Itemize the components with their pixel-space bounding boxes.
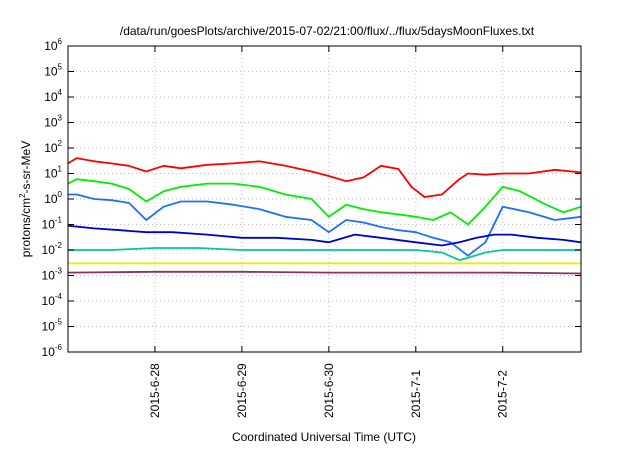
y-tick-label: 104 <box>44 88 62 104</box>
y-tick-base: 10 <box>44 90 58 104</box>
y-axis-title-sup: 2 <box>18 193 27 198</box>
x-tick-label: 2015-6-28 <box>148 363 162 418</box>
y-tick-exponent: -6 <box>55 343 63 352</box>
x-tick-label: 2015-7-1 <box>409 370 423 418</box>
y-tick-exponent: 3 <box>58 114 63 123</box>
y-tick-label: 100 <box>44 190 62 206</box>
y-tick-label: 102 <box>44 139 62 155</box>
y-tick-base: 10 <box>44 141 58 155</box>
y-tick-exponent: -2 <box>55 241 63 250</box>
series-line-5 <box>68 247 581 262</box>
y-tick-label: 106 <box>44 37 62 53</box>
series-line-3 <box>68 193 582 257</box>
y-tick-exponent: -3 <box>55 267 63 276</box>
y-tick-exponent: 0 <box>58 190 63 199</box>
y-tick-exponent: 1 <box>58 165 63 174</box>
y-axis-title-post: -s-sr-MeV <box>19 141 33 194</box>
y-tick-exponent: 5 <box>58 63 63 72</box>
x-tick-label: 2015-7-2 <box>496 370 510 418</box>
y-tick-base: 10 <box>42 320 56 334</box>
chart-title: /data/run/goesPlots/archive/2015-07-02/2… <box>120 24 535 38</box>
y-tick-base: 10 <box>44 116 58 130</box>
x-axis-title: Coordinated Universal Time (UTC) <box>232 430 416 444</box>
grid-lines <box>68 46 581 352</box>
series-line-7 <box>67 270 582 275</box>
x-tick-label: 2015-6-30 <box>322 363 336 418</box>
y-tick-exponent: 2 <box>58 139 63 148</box>
y-tick-label: 10-4 <box>42 292 63 308</box>
y-tick-base: 10 <box>44 65 58 79</box>
y-tick-exponent: 4 <box>58 88 63 97</box>
y-tick-labels: 10-610-510-410-310-210-11001011021031041… <box>42 37 63 359</box>
y-tick-base: 10 <box>42 243 56 257</box>
y-tick-label: 10-2 <box>42 241 63 257</box>
x-tick-label: 2015-6-29 <box>235 363 249 418</box>
y-tick-base: 10 <box>44 167 58 181</box>
y-tick-exponent: -5 <box>55 318 63 327</box>
y-tick-label: 101 <box>44 165 62 181</box>
y-tick-base: 10 <box>42 218 56 232</box>
y-tick-base: 10 <box>44 192 58 206</box>
y-tick-base: 10 <box>42 345 56 359</box>
y-tick-exponent: -4 <box>55 292 63 301</box>
series-line-2 <box>67 178 582 226</box>
y-tick-base: 10 <box>44 39 58 53</box>
y-tick-label: 105 <box>44 63 62 79</box>
series-line-1 <box>67 157 582 198</box>
y-tick-label: 10-1 <box>42 216 63 232</box>
series-line-4 <box>67 224 582 247</box>
y-tick-label: 103 <box>44 114 62 130</box>
y-tick-base: 10 <box>42 294 56 308</box>
y-tick-label: 10-3 <box>42 267 63 283</box>
x-tick-labels: 2015-6-28 2015-6-29 2015-6-30 2015-7-1 2015-… <box>148 363 510 418</box>
y-axis-title-pre: protons/cm <box>19 198 33 257</box>
y-tick-base: 10 <box>42 269 56 283</box>
y-tick-exponent: 6 <box>58 37 63 46</box>
tick-marks <box>68 45 581 353</box>
data-series <box>67 157 582 275</box>
y-tick-label: 10-6 <box>42 343 63 359</box>
y-tick-label: 10-5 <box>42 318 63 334</box>
y-tick-exponent: -1 <box>55 216 63 225</box>
y-axis-title: protons/cm2-s-sr-MeV <box>18 141 33 257</box>
